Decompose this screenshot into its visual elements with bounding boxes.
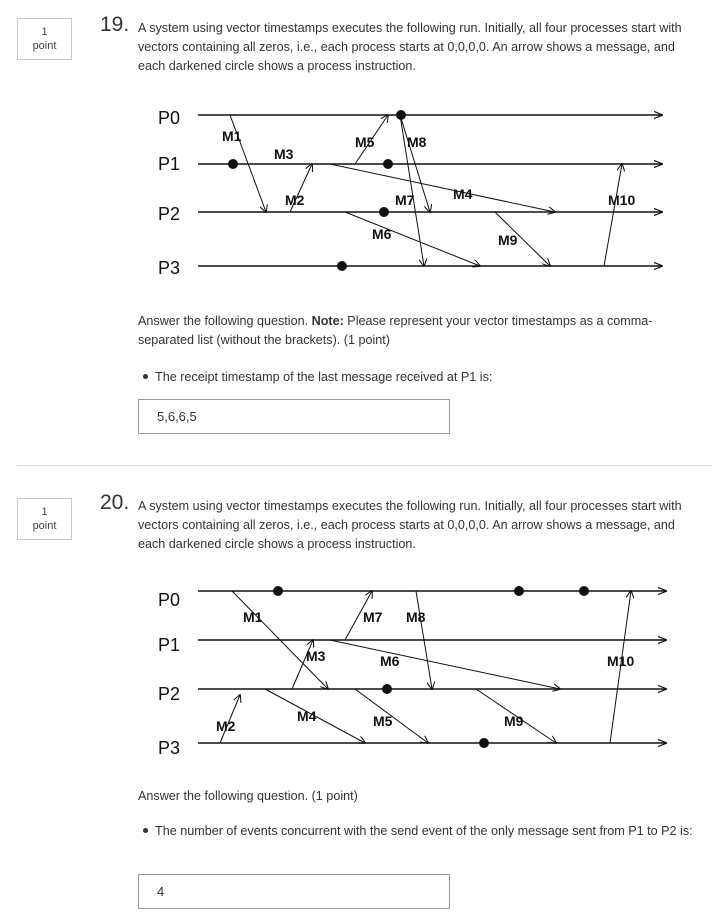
message-arrow-m1 [229,114,266,212]
question-text: A system using vector timestamps execute… [138,21,682,73]
event-dot [514,586,524,596]
message-label-m3: M3 [306,648,326,664]
event-dot [228,159,238,169]
message-label-m10: M10 [608,192,635,208]
bullet-icon [143,828,148,834]
message-label-m5: M5 [355,134,375,150]
message-label-m7: M7 [363,609,383,625]
answer-suffix: Please represent your vector timestamps … [138,314,653,347]
bullet-text: The receipt timestamp of the last messag… [155,370,493,384]
points-value: 1 [41,26,48,38]
message-arrow-m5 [354,115,388,165]
message-arrow-m5 [354,688,428,743]
event-dot [379,207,389,217]
question-number: 20. [100,491,130,514]
process-label-p0: P0 [158,590,180,610]
points-unit: point [32,520,57,532]
answer-prefix: Answer the following question. [138,314,312,328]
message-arrow-m4 [264,688,365,743]
process-label-p1: P1 [158,154,180,174]
message-label-m1: M1 [222,128,242,144]
note-label: Note: [311,314,344,328]
question-number: 19. [100,13,130,36]
message-label-m4: M4 [453,186,473,202]
message-label-m9: M9 [504,713,524,729]
event-dot [396,110,406,120]
message-label-m2: M2 [285,192,305,208]
message-label-m3: M3 [274,146,294,162]
message-label-m6: M6 [372,226,392,242]
answer-field[interactable]: 5,6,6,5 [138,399,450,434]
message-arrow-m8 [399,114,430,212]
message-label-m8: M8 [406,609,426,625]
message-arrow-m10 [609,591,631,744]
message-label-m6: M6 [380,653,400,669]
message-arrow-m2 [219,695,240,744]
question-text: A system using vector timestamps execute… [138,499,682,551]
message-arrow-m7 [344,591,372,641]
question-bullet: The number of events concurrent with the… [143,822,693,841]
answer-instructions: Answer the following question. (1 point) [138,789,358,803]
answer-instructions: Answer the following question. Note: Ple… [138,312,698,350]
process-label-p2: P2 [158,684,180,704]
message-arrow-m7 [399,114,424,266]
points-box: 1 point [17,498,72,540]
points-unit: point [32,40,57,52]
question-divider [17,465,712,466]
message-arrow-m6 [329,639,560,689]
message-label-m1: M1 [243,609,263,625]
message-arrow-m9 [494,211,550,266]
message-label-m9: M9 [498,232,518,248]
question-bullet: The receipt timestamp of the last messag… [143,368,693,387]
process-label-p2: P2 [158,204,180,224]
process-label-p3: P3 [158,738,180,758]
message-arrow-m4 [329,163,555,212]
message-label-m4: M4 [297,708,317,724]
diagram-q19: P0 P1 P2 P3 M1 M3 M2 M5 M8 M7 M4 M6 M9 [158,108,662,278]
message-arrow-m10 [603,164,622,267]
process-label-p3: P3 [158,258,180,278]
message-arrow-m2 [289,164,312,213]
message-label-m8: M8 [407,134,427,150]
message-arrow-m6 [344,211,480,266]
message-label-m7: M7 [395,192,415,208]
message-label-m10: M10 [607,653,634,669]
message-arrow-m9 [475,688,556,743]
event-dot [479,738,489,748]
points-value: 1 [41,506,48,518]
event-dot [337,261,347,271]
message-arrow-m1 [231,590,328,689]
message-arrow-m3 [291,640,313,690]
answer-field[interactable]: 4 [138,874,450,909]
event-dot [273,586,283,596]
process-label-p0: P0 [158,108,180,128]
message-label-m2: M2 [216,718,236,734]
event-dot [383,159,393,169]
bullet-text: The number of events concurrent with the… [155,824,693,838]
event-dot [579,586,589,596]
diagram-q20: P0 P1 P2 P3 M1 M3 M7 M8 M6 M10 M2 M4 M5 … [158,586,666,758]
process-label-p1: P1 [158,635,180,655]
points-box: 1 point [17,18,72,60]
message-label-m5: M5 [373,713,393,729]
message-arrow-m8 [415,590,432,689]
bullet-icon [143,374,148,380]
event-dot [382,684,392,694]
